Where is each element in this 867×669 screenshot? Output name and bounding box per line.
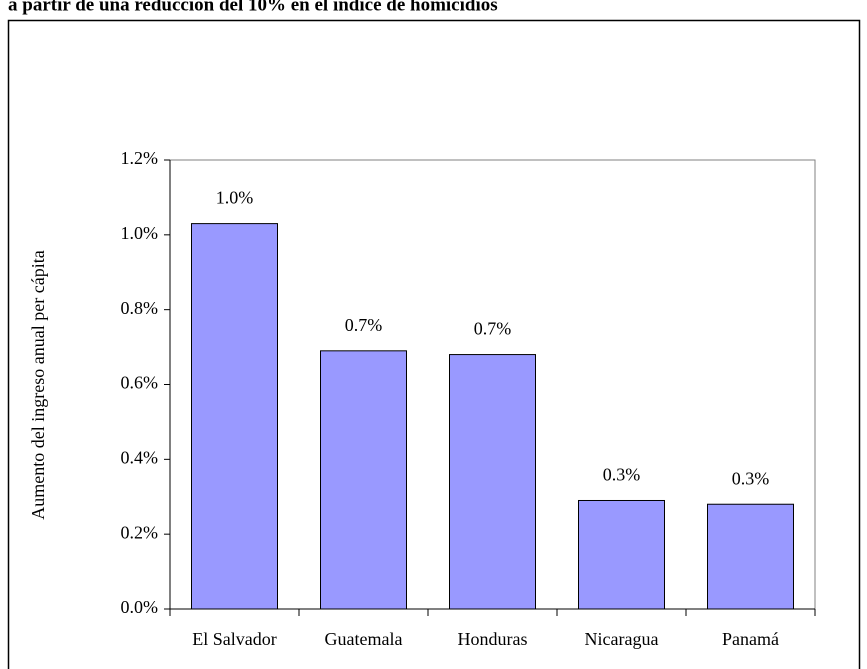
y-tick-label: 0.2% bbox=[121, 522, 159, 542]
data-label: 0.7% bbox=[345, 315, 383, 335]
bar bbox=[449, 354, 536, 610]
x-tick-label: Nicaragua bbox=[585, 629, 659, 649]
bar bbox=[191, 223, 278, 610]
y-tick-label: 1.2% bbox=[121, 148, 159, 168]
x-tick-label: El Salvador bbox=[192, 629, 276, 649]
x-tick-label: Guatemala bbox=[325, 629, 403, 649]
data-label: 0.3% bbox=[603, 465, 641, 485]
y-tick-label: 1.0% bbox=[121, 223, 159, 243]
data-label: 0.3% bbox=[732, 468, 770, 488]
x-tick-label: Honduras bbox=[458, 629, 528, 649]
y-tick-label: 0.8% bbox=[121, 298, 159, 318]
y-tick-label: 0.6% bbox=[121, 373, 159, 393]
bar bbox=[320, 350, 407, 610]
y-axis-label: Aumento del ingreso anual per cápita bbox=[28, 250, 48, 519]
bar bbox=[578, 499, 665, 610]
chart-border bbox=[7, 19, 861, 669]
y-tick-label: 0.0% bbox=[121, 597, 159, 617]
chart-title: a partir de una reducción del 10% en el … bbox=[8, 0, 498, 15]
data-label: 1.0% bbox=[216, 188, 254, 208]
y-tick-label: 0.4% bbox=[121, 447, 159, 467]
x-tick-label: Panamá bbox=[722, 629, 779, 649]
bar bbox=[707, 503, 794, 610]
data-label: 0.7% bbox=[474, 319, 512, 339]
